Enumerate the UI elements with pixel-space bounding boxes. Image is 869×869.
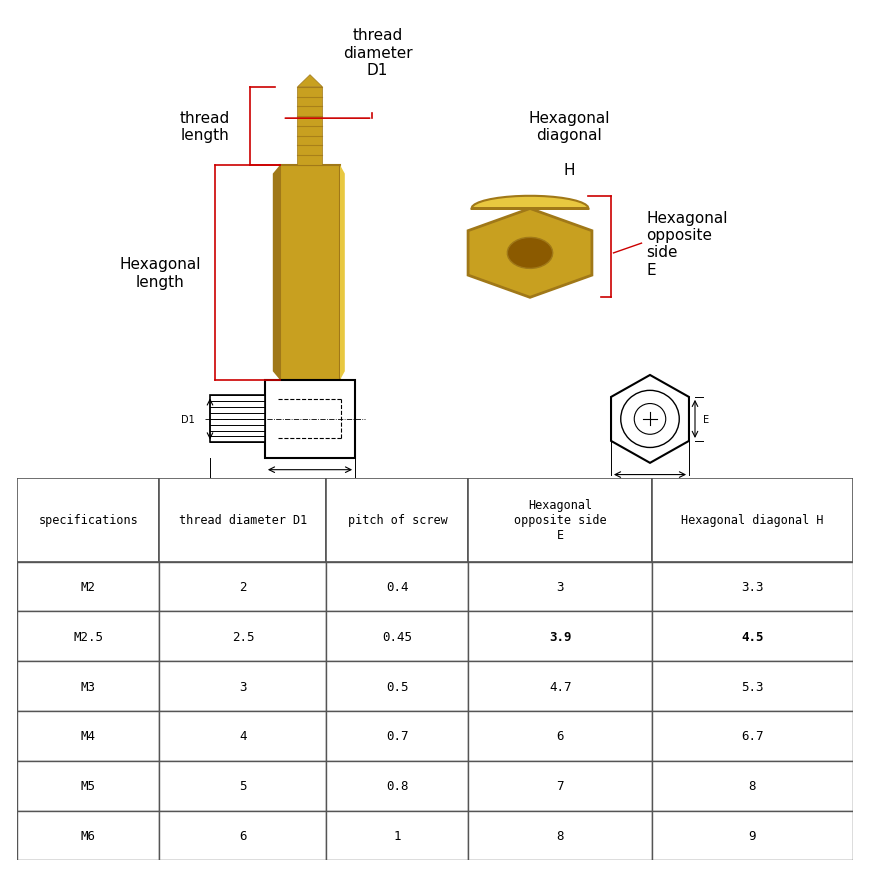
Text: 5: 5 (239, 779, 247, 793)
Text: Hexagonal diagonal H: Hexagonal diagonal H (680, 514, 823, 527)
Bar (17, 478, 159, 562)
Text: Hexagonal
opposite
side
E: Hexagonal opposite side E (646, 210, 727, 277)
Circle shape (620, 391, 679, 448)
Text: M6: M6 (81, 829, 96, 842)
Bar (468, 478, 652, 562)
Text: H: H (646, 483, 653, 493)
Bar (326, 761, 468, 811)
Bar (468, 761, 652, 811)
Bar (265, 381, 355, 459)
Bar (652, 478, 852, 562)
Bar (17, 562, 159, 612)
Text: 6.7: 6.7 (740, 730, 763, 742)
Text: l1: l1 (305, 478, 314, 488)
Polygon shape (297, 76, 322, 88)
Bar (159, 478, 326, 562)
Text: 3: 3 (239, 680, 247, 693)
Text: 7: 7 (556, 779, 563, 793)
Text: 6: 6 (556, 730, 563, 742)
Text: thread
length: thread length (180, 110, 230, 143)
Bar (468, 711, 652, 761)
Bar (17, 612, 159, 661)
Bar (159, 612, 326, 661)
Bar (652, 811, 852, 860)
Bar (652, 661, 852, 711)
Polygon shape (340, 166, 344, 381)
Bar (159, 711, 326, 761)
Text: 2: 2 (239, 580, 247, 594)
Text: Hexagonal
opposite side
E: Hexagonal opposite side E (514, 499, 606, 541)
Polygon shape (507, 238, 552, 269)
Text: thread diameter D1: thread diameter D1 (178, 514, 307, 527)
Bar (17, 711, 159, 761)
Polygon shape (468, 209, 591, 298)
Text: 0.5: 0.5 (386, 680, 408, 693)
Bar (159, 562, 326, 612)
Text: 4.5: 4.5 (740, 630, 763, 643)
Text: M2: M2 (81, 580, 96, 594)
Bar (17, 811, 159, 860)
Text: pitch of screw: pitch of screw (347, 514, 447, 527)
Text: 0.4: 0.4 (386, 580, 408, 594)
Bar (280, 381, 340, 387)
Bar (297, 88, 322, 166)
Bar (17, 661, 159, 711)
Text: Hexagonal
diagonal

H: Hexagonal diagonal H (527, 110, 609, 177)
Polygon shape (610, 375, 688, 463)
Bar (326, 478, 468, 562)
Text: 0.45: 0.45 (382, 630, 412, 643)
Bar (159, 661, 326, 711)
Text: 5.3: 5.3 (740, 680, 763, 693)
Text: 4.7: 4.7 (548, 680, 571, 693)
Text: 4: 4 (239, 730, 247, 742)
Bar (652, 612, 852, 661)
Bar (159, 761, 326, 811)
Bar (159, 811, 326, 860)
Text: specifications: specifications (38, 514, 138, 527)
Bar (17, 761, 159, 811)
Text: 2.5: 2.5 (231, 630, 254, 643)
Text: 0.7: 0.7 (386, 730, 408, 742)
Bar (280, 166, 340, 381)
Bar (209, 396, 265, 443)
Text: 1: 1 (393, 829, 401, 842)
Bar (326, 661, 468, 711)
Text: 0.8: 0.8 (386, 779, 408, 793)
Bar (468, 661, 652, 711)
Polygon shape (471, 196, 587, 209)
Text: 3.9: 3.9 (548, 630, 571, 643)
Bar (326, 612, 468, 661)
Text: 8: 8 (747, 779, 755, 793)
Text: Hexagonal
length: Hexagonal length (119, 257, 201, 289)
Text: 3.3: 3.3 (740, 580, 763, 594)
Bar (326, 811, 468, 860)
Circle shape (634, 404, 665, 434)
Bar (326, 562, 468, 612)
Bar (652, 711, 852, 761)
Text: 6: 6 (239, 829, 247, 842)
Bar (468, 811, 652, 860)
Polygon shape (273, 166, 280, 381)
Bar (652, 562, 852, 612)
Text: M3: M3 (81, 680, 96, 693)
Bar (652, 761, 852, 811)
Text: 8: 8 (556, 829, 563, 842)
Bar (468, 612, 652, 661)
Bar (468, 562, 652, 612)
Text: M2.5: M2.5 (73, 630, 103, 643)
Text: M5: M5 (81, 779, 96, 793)
Text: thread
diameter
D1: thread diameter D1 (342, 29, 412, 78)
Bar (326, 711, 468, 761)
Text: 9: 9 (747, 829, 755, 842)
Text: M4: M4 (81, 730, 96, 742)
Text: 3: 3 (556, 580, 563, 594)
Text: D1: D1 (181, 415, 195, 424)
Text: E: E (702, 415, 708, 424)
Text: l: l (281, 489, 283, 500)
